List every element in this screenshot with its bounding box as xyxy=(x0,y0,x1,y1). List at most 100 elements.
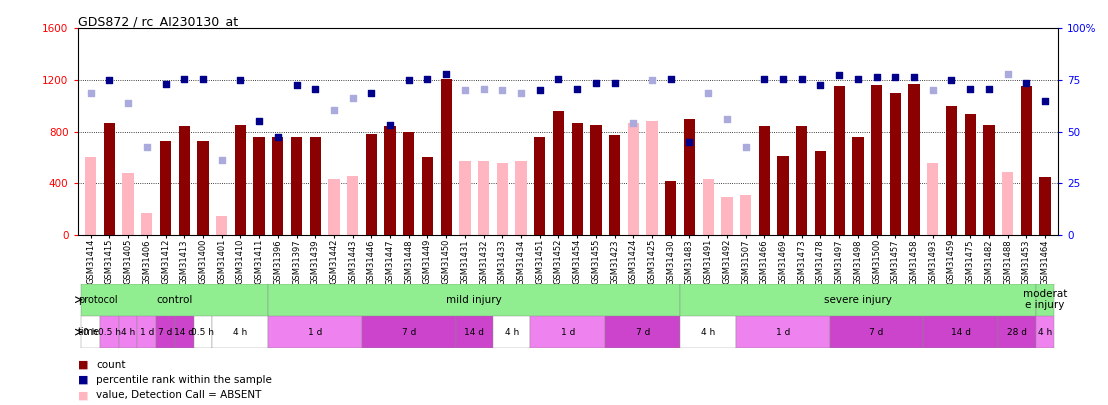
Point xyxy=(269,134,287,140)
Point xyxy=(82,90,100,96)
Point xyxy=(756,75,773,82)
Point xyxy=(661,75,679,82)
Text: mild injury: mild injury xyxy=(447,295,502,305)
Text: 4 h: 4 h xyxy=(701,328,716,337)
Bar xyxy=(572,123,583,235)
Point xyxy=(568,86,586,92)
Text: time: time xyxy=(78,327,100,337)
Point xyxy=(213,157,230,163)
Bar xyxy=(81,316,100,348)
Point xyxy=(1017,79,1035,86)
Text: 7 d: 7 d xyxy=(401,328,416,337)
Point xyxy=(101,77,119,83)
Point xyxy=(419,75,437,82)
Point xyxy=(830,72,848,78)
Text: 7 d: 7 d xyxy=(158,328,173,337)
Point xyxy=(381,122,399,128)
Bar xyxy=(85,158,96,235)
Point xyxy=(943,77,961,83)
Point xyxy=(680,139,698,145)
Point xyxy=(737,144,755,150)
Bar xyxy=(534,137,545,235)
Text: 4 h: 4 h xyxy=(121,328,135,337)
Bar xyxy=(553,111,564,235)
Bar xyxy=(268,316,362,348)
Bar xyxy=(927,163,938,235)
Bar xyxy=(998,316,1036,348)
Point xyxy=(194,75,212,82)
Point xyxy=(474,86,492,92)
Text: 1 d: 1 d xyxy=(308,328,322,337)
Bar xyxy=(646,122,658,235)
Bar xyxy=(216,215,227,235)
Point xyxy=(306,86,324,92)
Bar xyxy=(137,316,156,348)
Point xyxy=(362,90,380,96)
Text: severe injury: severe injury xyxy=(824,295,892,305)
Bar xyxy=(197,141,208,235)
Point xyxy=(924,87,942,94)
Bar xyxy=(759,126,770,235)
Point xyxy=(438,70,455,77)
Bar xyxy=(441,79,452,235)
Bar xyxy=(890,93,901,235)
Bar xyxy=(680,316,737,348)
Point xyxy=(812,82,830,88)
Bar xyxy=(797,126,808,235)
Text: 1 d: 1 d xyxy=(140,328,154,337)
Bar xyxy=(455,316,493,348)
Text: 4 h: 4 h xyxy=(504,328,519,337)
Bar xyxy=(909,84,920,235)
Bar xyxy=(273,137,284,235)
Point xyxy=(644,77,661,83)
Bar xyxy=(123,173,134,235)
Bar xyxy=(104,123,115,235)
Text: 14 d: 14 d xyxy=(464,328,484,337)
Bar xyxy=(366,134,377,235)
Point xyxy=(531,87,548,94)
Point xyxy=(493,87,511,94)
Point xyxy=(137,144,155,150)
Point xyxy=(849,75,866,82)
Bar xyxy=(213,316,268,348)
Bar xyxy=(680,284,1036,316)
Bar xyxy=(628,123,639,235)
Point xyxy=(250,118,268,125)
Text: 4 h: 4 h xyxy=(234,328,247,337)
Bar xyxy=(362,316,455,348)
Bar xyxy=(1002,172,1013,235)
Bar xyxy=(403,132,414,235)
Bar xyxy=(515,161,526,235)
Point xyxy=(793,75,811,82)
Bar xyxy=(478,161,490,235)
Text: 0 h: 0 h xyxy=(83,328,98,337)
Point xyxy=(998,70,1016,77)
Bar xyxy=(946,106,957,235)
Text: 14 d: 14 d xyxy=(951,328,971,337)
Bar xyxy=(328,179,339,235)
Point xyxy=(905,74,923,81)
Bar xyxy=(493,316,531,348)
Text: 7 d: 7 d xyxy=(636,328,650,337)
Bar xyxy=(965,113,976,235)
Bar xyxy=(605,316,680,348)
Bar xyxy=(721,198,732,235)
Bar xyxy=(291,137,302,235)
Point xyxy=(512,90,530,96)
Bar xyxy=(100,316,119,348)
Point xyxy=(550,75,567,82)
Text: moderat
e injury: moderat e injury xyxy=(1023,289,1067,311)
Text: 28 d: 28 d xyxy=(1007,328,1027,337)
Text: 14 d: 14 d xyxy=(174,328,194,337)
Point xyxy=(325,107,342,113)
Point xyxy=(962,86,979,92)
Bar xyxy=(194,316,213,348)
Text: protocol: protocol xyxy=(78,295,117,305)
Bar xyxy=(684,119,695,235)
Text: 4 h: 4 h xyxy=(1038,328,1053,337)
Bar xyxy=(737,316,830,348)
Bar xyxy=(119,316,137,348)
Text: control: control xyxy=(156,295,193,305)
Text: GDS872 / rc_AI230130_at: GDS872 / rc_AI230130_at xyxy=(78,15,238,28)
Point xyxy=(774,75,792,82)
